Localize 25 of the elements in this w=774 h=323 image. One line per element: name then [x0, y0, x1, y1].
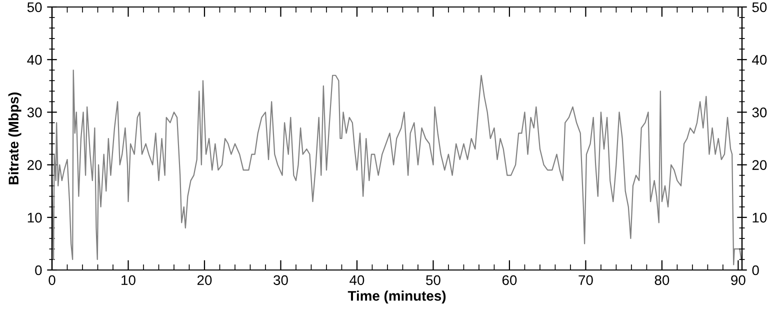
x-tick-label: 70 [578, 275, 593, 286]
y-tick-label: 30 [27, 108, 42, 118]
x-tick-label: 60 [502, 275, 517, 286]
y-tick-label: 0 [35, 265, 42, 276]
y-axis-title: Bitrate (Mbps) [8, 92, 22, 184]
y2-tick-label: 0 [752, 265, 759, 276]
y2-tick-label: 10 [752, 212, 767, 223]
x-tick-label: 80 [654, 275, 670, 286]
y2-tick-label: 20 [752, 160, 767, 170]
line-series [52, 70, 742, 266]
y2-tick-label: 40 [752, 54, 767, 65]
x-tick-label: 40 [350, 275, 364, 286]
y-tick-label: 50 [27, 2, 42, 12]
x-tick-label: 10 [122, 275, 136, 286]
x-tick-label: 20 [197, 275, 212, 286]
y-tick-label: 40 [27, 54, 42, 65]
y-tick-label: 20 [28, 160, 42, 170]
y2-tick-label: 50 [752, 2, 767, 12]
x-tick-label: 0 [48, 275, 56, 286]
x-axis-title: Time (minutes) [348, 290, 446, 304]
y-tick-label: 10 [28, 212, 42, 223]
x-tick-label: 30 [274, 275, 288, 286]
x-tick-label: 50 [426, 275, 440, 286]
y2-tick-label: 30 [752, 108, 767, 118]
x-tick-label: 90 [731, 275, 746, 286]
